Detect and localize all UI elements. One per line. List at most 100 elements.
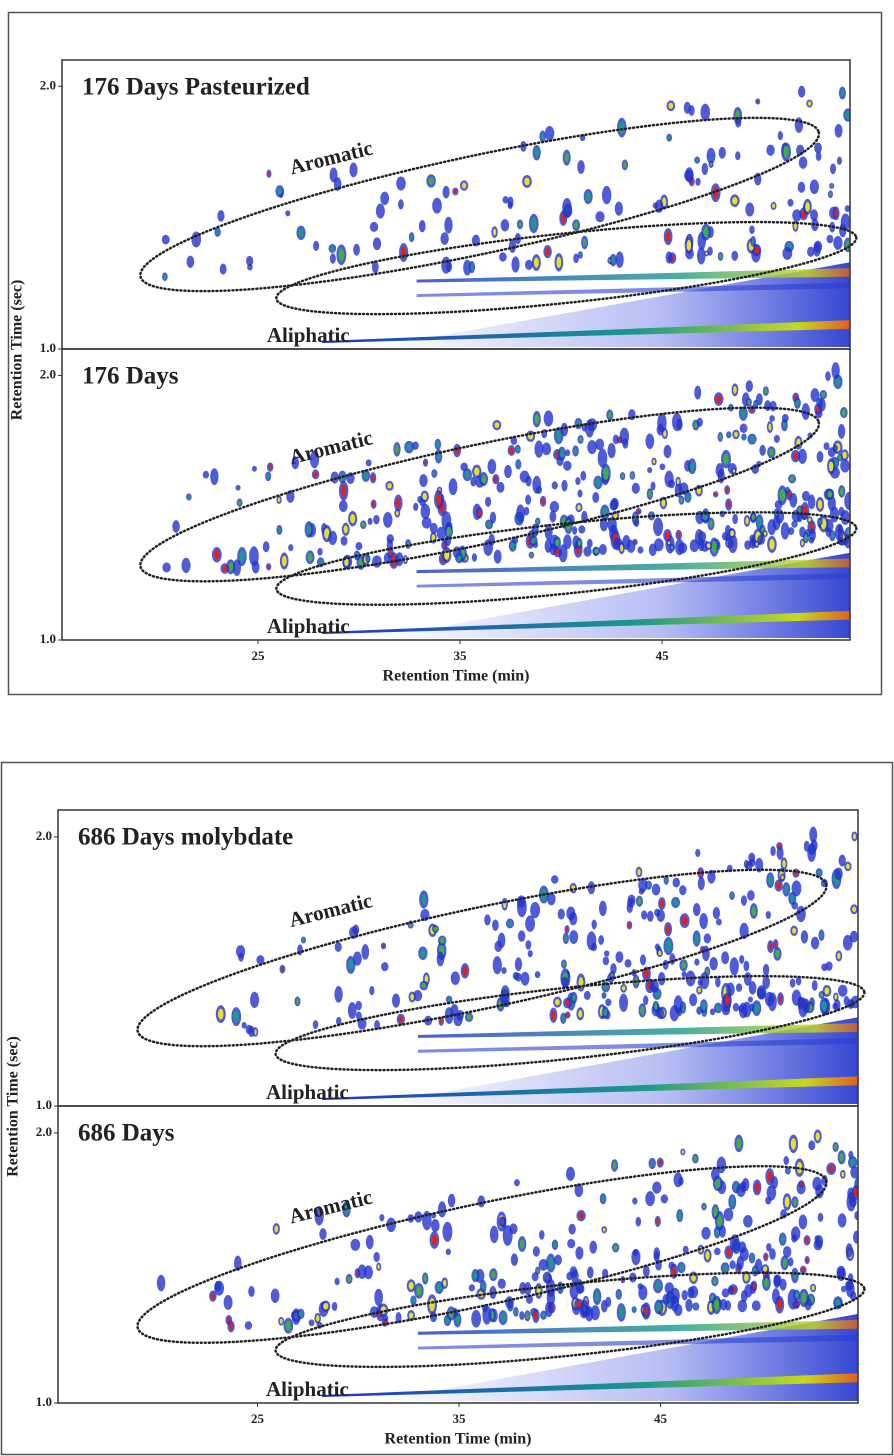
peak-core xyxy=(794,222,797,230)
peak-core xyxy=(306,524,312,535)
peak-core xyxy=(372,501,376,507)
peak xyxy=(756,987,766,1000)
peak xyxy=(162,562,171,573)
peak-core xyxy=(431,534,435,542)
peak xyxy=(502,196,509,204)
peak xyxy=(516,896,527,918)
peak xyxy=(697,979,703,987)
peak xyxy=(501,967,507,974)
peak xyxy=(685,1298,693,1312)
peak-core xyxy=(398,1016,404,1023)
peak xyxy=(418,220,426,233)
peak-core xyxy=(705,968,709,975)
y-tick-label: 2.0 xyxy=(36,1124,52,1139)
peak-core xyxy=(555,539,560,547)
peak-core xyxy=(343,525,348,534)
peak xyxy=(373,1251,380,1263)
peak-core xyxy=(411,1297,415,1304)
peak-core xyxy=(805,1237,809,1244)
peak xyxy=(369,221,379,232)
peak xyxy=(580,470,587,481)
peak-core xyxy=(491,1270,496,1279)
peak xyxy=(202,470,210,479)
peak-core xyxy=(665,924,671,934)
peak xyxy=(530,901,541,919)
peak-core xyxy=(281,555,287,567)
peak-core xyxy=(648,490,652,498)
peak xyxy=(477,1195,486,1208)
annotation: Aliphatic xyxy=(266,1377,349,1401)
peak xyxy=(223,1295,233,1310)
peak xyxy=(538,1258,549,1271)
peak xyxy=(803,840,810,852)
peak-core xyxy=(811,1285,815,1291)
peak xyxy=(735,983,743,992)
peak-core xyxy=(792,927,797,934)
peak-core xyxy=(834,1144,838,1150)
peak-core xyxy=(807,101,812,106)
peak xyxy=(319,1228,327,1241)
peak-core xyxy=(774,941,777,947)
peak xyxy=(334,1277,340,1286)
peak xyxy=(769,415,775,422)
peak-core xyxy=(777,1299,783,1311)
panel-title: 176 Days Pasteurized xyxy=(82,74,310,101)
peak-core xyxy=(730,1197,735,1207)
peak xyxy=(765,911,771,920)
peak-core xyxy=(536,1268,539,1273)
peak xyxy=(517,930,526,942)
peak xyxy=(681,1289,688,1301)
peak xyxy=(487,458,497,475)
peak xyxy=(814,1235,820,1243)
peak-core xyxy=(754,401,757,407)
peak-core xyxy=(585,191,591,202)
peak xyxy=(210,468,219,486)
peak xyxy=(716,1156,727,1174)
peak xyxy=(314,1206,324,1226)
aliphatic-streak xyxy=(416,573,850,588)
peak xyxy=(610,497,619,510)
panel-title: 686 Days xyxy=(78,1120,175,1147)
peak xyxy=(770,845,776,857)
peak-core xyxy=(416,1286,422,1296)
peak-core xyxy=(582,238,587,247)
peak-core xyxy=(324,528,330,539)
peak xyxy=(615,951,624,963)
peak xyxy=(525,915,535,932)
peak-core xyxy=(267,171,271,176)
peak-core xyxy=(473,1271,478,1280)
peak xyxy=(626,539,636,553)
peak-core xyxy=(578,1212,584,1219)
peak-core xyxy=(439,937,445,944)
peak xyxy=(504,464,512,479)
peak xyxy=(350,1238,361,1251)
peak-core xyxy=(556,256,562,269)
peak-core xyxy=(724,995,730,1006)
peak-core xyxy=(841,409,846,416)
peak-core xyxy=(658,1159,663,1166)
peak xyxy=(797,181,806,193)
peak-core xyxy=(830,532,834,539)
peak-core xyxy=(755,542,758,547)
peak-core xyxy=(474,467,480,476)
peak-core xyxy=(298,228,304,238)
peak xyxy=(421,517,432,529)
peak-core xyxy=(410,234,413,240)
peak-core xyxy=(717,1214,723,1227)
peak-core xyxy=(608,411,612,419)
peak xyxy=(396,176,406,191)
peak-core xyxy=(667,135,671,140)
peak-core xyxy=(564,152,569,163)
peak-core xyxy=(764,1277,769,1288)
peak-core xyxy=(790,894,795,903)
peak xyxy=(646,910,654,922)
peak xyxy=(834,867,843,880)
peak xyxy=(769,1248,776,1260)
peak xyxy=(773,434,780,443)
peak xyxy=(527,950,533,958)
peak-core xyxy=(323,1302,329,1310)
peak-core xyxy=(852,906,857,913)
peak xyxy=(800,930,809,944)
peak-core xyxy=(830,184,833,188)
peak xyxy=(744,1284,753,1298)
